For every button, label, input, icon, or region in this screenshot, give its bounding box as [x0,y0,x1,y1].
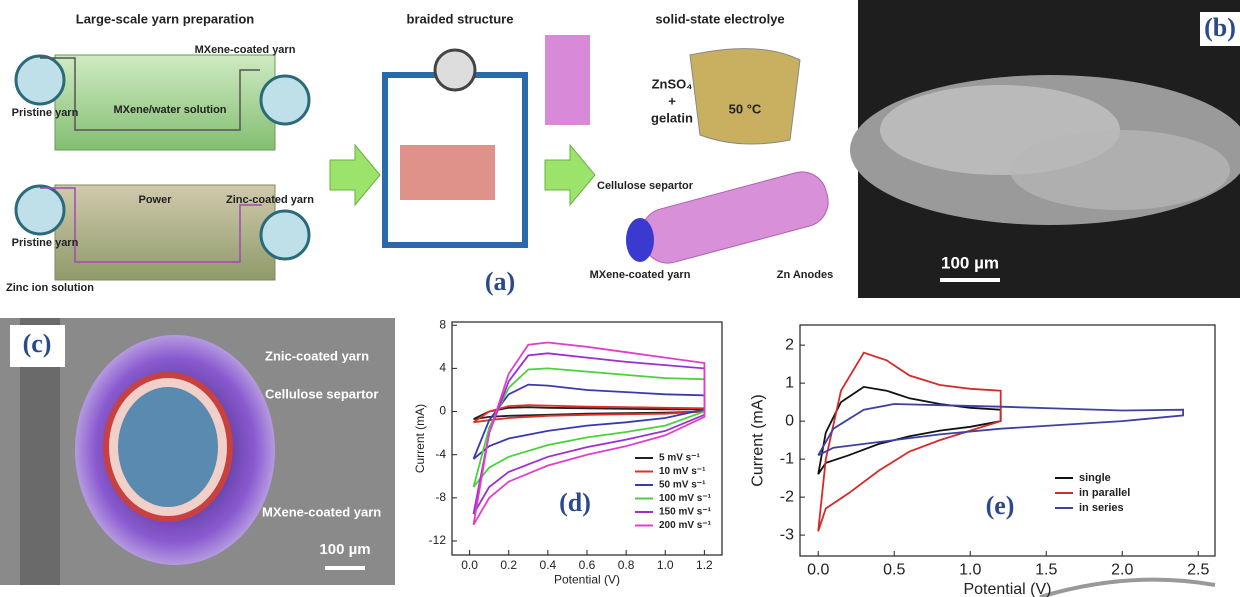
y-axis-title: Current (mA) [750,394,767,486]
panel-label: (e) [986,491,1015,520]
legend-label: 10 mV s⁻¹ [659,466,706,477]
legend-label: 150 mV s⁻¹ [659,507,712,518]
x-axis-title: Potential (V) [554,572,620,586]
annotation: Znic-coated yarn [265,348,369,363]
annotation: Zinc ion solution [6,282,94,294]
annotation: Cellulose separtor [597,180,694,192]
plot-frame [799,324,1216,557]
heading: solid-state electrolye [655,11,784,26]
annotation: Power [138,194,172,206]
panel-label: (a) [485,267,515,296]
y-tick-label: 8 [439,317,446,331]
scale-bar-label: 100 µm [941,253,999,272]
x-tick-label: 0.6 [579,558,596,572]
legend-label: single [1079,472,1111,484]
annotation: MXene-coated yarn [590,269,691,281]
y-tick-label: 0 [785,412,794,429]
x-tick-label: 0.0 [461,558,478,572]
y-tick-label: 1 [785,374,794,391]
panel-a-art [14,35,829,281]
scale-bar-label: 100 µm [319,541,370,558]
cv-curve [472,341,706,526]
cv-curve [817,351,1002,532]
artifact-arc [1039,577,1216,597]
legend-label: 5 mV s⁻¹ [659,453,701,464]
cv-curve [817,403,1184,457]
legend-label: 100 mV s⁻¹ [659,493,712,504]
y-tick-label: -3 [780,526,794,543]
y-tick-label: -12 [429,533,447,547]
annotation: Zn Anodes [777,269,833,281]
annotation: Zinc-coated yarn [226,194,314,206]
x-tick-label: 2.0 [1111,562,1133,579]
x-tick-label: 0.8 [618,558,635,572]
x-tick-label: 1.0 [959,562,981,579]
annotation: MXene-coated yarn [195,44,296,56]
annotation: MXene-coated yarn [262,504,381,519]
annotation: ZnSO₄ [652,76,693,91]
annotation: Cellulose separtor [265,386,378,401]
x-tick-label: 1.2 [696,558,713,572]
y-tick-label: -1 [780,450,794,467]
y-tick-label: -2 [780,488,794,505]
legend-label: 200 mV s⁻¹ [659,520,712,531]
annotation: MXene/water solution [113,104,226,116]
panel-label: (b) [1204,13,1236,42]
heading: braided structure [407,11,514,26]
y-tick-label: -8 [435,490,446,504]
x-tick-label: 0.4 [540,558,557,572]
x-tick-label: 0.5 [883,562,905,579]
x-tick-label: 2.5 [1187,562,1209,579]
annotation: Pristine yarn [12,107,79,119]
y-axis-title: Current (mA) [413,404,427,473]
legend-label: in parallel [1079,487,1130,499]
plot-frame [451,321,723,556]
annotation: 50 °C [729,101,762,116]
panel-label: (c) [23,329,52,358]
x-tick-label: 0.0 [807,562,829,579]
x-tick-label: 1.5 [1035,562,1057,579]
annotation: + [668,93,676,108]
panel-b-image [850,0,1240,298]
x-tick-label: 0.2 [500,558,517,572]
panel-c-image [0,318,395,585]
annotation: Pristine yarn [12,237,79,249]
y-tick-label: 2 [785,336,794,353]
annotation: gelatin [651,110,693,125]
legend-label: in series [1079,502,1124,514]
panel-label: (d) [559,488,591,517]
legend-label: 50 mV s⁻¹ [659,480,706,491]
y-tick-label: -4 [435,447,446,461]
heading: Large-scale yarn preparation [76,11,255,26]
x-axis-title: Potential (V) [963,581,1051,597]
y-tick-label: 4 [439,361,446,375]
x-tick-label: 1.0 [657,558,674,572]
y-tick-label: 0 [439,404,446,418]
